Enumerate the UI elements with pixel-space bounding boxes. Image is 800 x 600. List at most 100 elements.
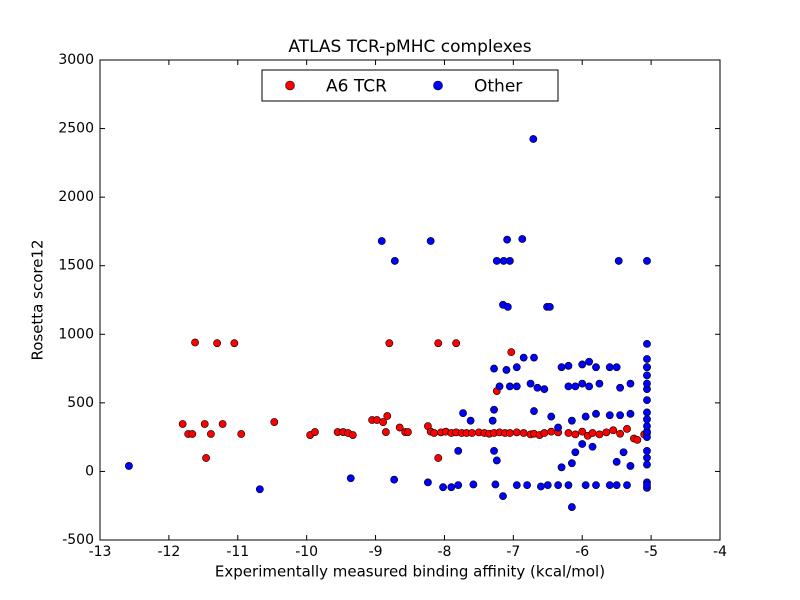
point — [430, 429, 439, 437]
point — [385, 339, 394, 348]
point — [643, 379, 651, 388]
y-tick-label: 1500 — [58, 258, 94, 274]
point — [490, 446, 498, 455]
point — [643, 415, 651, 424]
point — [592, 363, 600, 372]
point — [468, 429, 476, 437]
x-axis-label: Experimentally measured binding affinity… — [215, 563, 605, 581]
point — [424, 478, 432, 487]
x-tick-label: -6 — [575, 544, 589, 560]
point — [564, 361, 573, 370]
point — [643, 422, 651, 431]
point — [557, 463, 566, 472]
point — [633, 435, 642, 444]
point — [581, 412, 590, 421]
point — [270, 418, 279, 426]
point — [459, 409, 467, 418]
point — [643, 446, 651, 455]
point — [609, 426, 618, 435]
point — [426, 237, 435, 245]
legend: A6 TCR Other — [261, 69, 559, 102]
point — [499, 492, 507, 501]
point — [595, 430, 604, 439]
point — [529, 135, 538, 143]
point — [540, 429, 549, 437]
point — [616, 429, 625, 438]
point — [554, 481, 563, 490]
point — [512, 382, 521, 391]
point — [605, 411, 614, 420]
point — [543, 481, 552, 490]
point — [492, 257, 501, 265]
point — [519, 353, 528, 362]
point — [404, 428, 412, 436]
point — [447, 483, 456, 492]
y-tick-label: 3000 — [58, 52, 94, 68]
point — [518, 235, 527, 243]
point — [612, 363, 621, 372]
point — [395, 423, 404, 432]
point — [547, 412, 556, 421]
point — [571, 382, 580, 391]
point — [578, 440, 587, 448]
point — [643, 257, 651, 265]
point — [614, 257, 623, 265]
point — [439, 483, 447, 492]
point — [505, 257, 514, 265]
point — [503, 302, 512, 311]
legend-label: Other — [474, 77, 522, 97]
point — [536, 482, 545, 491]
point — [581, 481, 590, 490]
point — [207, 430, 215, 438]
point — [454, 481, 463, 490]
point — [434, 454, 443, 462]
point — [348, 431, 357, 439]
point — [626, 379, 635, 388]
point — [230, 339, 239, 348]
x-tick-label: -11 — [226, 544, 249, 560]
chart-title: ATLAS TCR-pMHC complexes — [288, 37, 531, 57]
legend-box — [261, 69, 559, 102]
y-axis-label: Rosetta score12 — [29, 239, 47, 360]
legend-marker — [433, 80, 443, 91]
point — [505, 429, 514, 437]
point — [612, 457, 621, 466]
x-tick-label: -12 — [157, 544, 180, 560]
x-tick-label: -8 — [437, 544, 451, 560]
point — [616, 383, 625, 392]
point — [311, 428, 319, 436]
legend-marker — [285, 80, 295, 91]
point — [564, 382, 573, 391]
point — [390, 475, 399, 484]
point — [643, 408, 651, 417]
point — [346, 474, 355, 483]
point — [526, 379, 535, 388]
point — [643, 363, 651, 372]
point — [383, 412, 392, 420]
point — [567, 416, 576, 425]
point — [605, 363, 614, 372]
point — [595, 379, 604, 388]
x-tick-label: -10 — [295, 544, 318, 560]
point — [519, 429, 528, 437]
point — [512, 363, 521, 372]
point — [178, 420, 187, 428]
point — [643, 396, 651, 405]
point — [503, 235, 512, 244]
point — [602, 428, 611, 437]
point — [237, 430, 246, 438]
point — [567, 503, 576, 511]
point — [218, 420, 227, 428]
point — [523, 481, 532, 490]
point — [585, 382, 594, 391]
point — [469, 480, 478, 489]
point — [512, 481, 521, 490]
point — [507, 348, 516, 357]
point — [202, 454, 210, 462]
point — [213, 339, 222, 348]
point — [377, 237, 386, 245]
point — [626, 462, 635, 470]
point — [530, 353, 538, 362]
point — [592, 409, 600, 418]
